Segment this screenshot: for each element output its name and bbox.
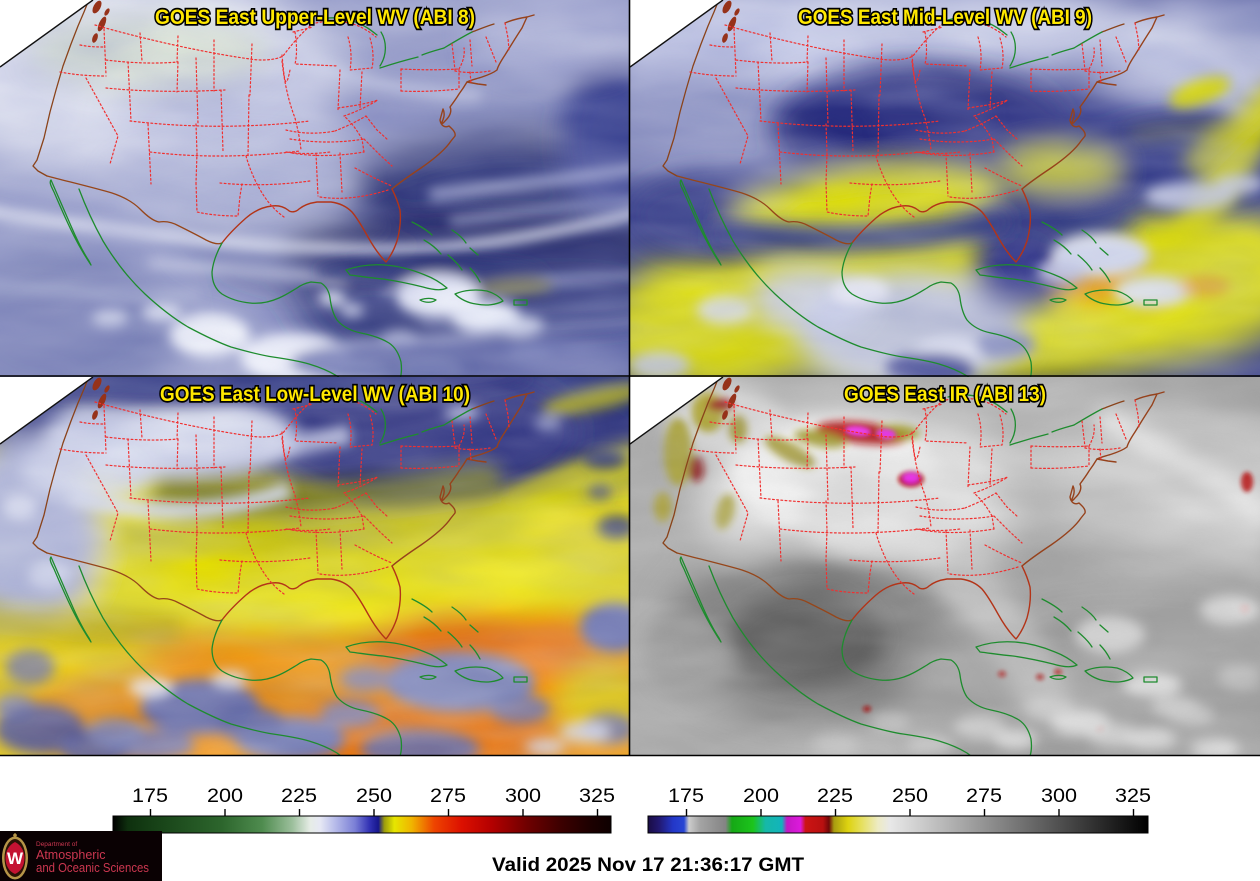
svg-text:175: 175 xyxy=(132,786,168,807)
svg-text:300: 300 xyxy=(1041,786,1077,807)
svg-text:275: 275 xyxy=(430,786,466,807)
svg-text:225: 225 xyxy=(817,786,853,807)
svg-text:225: 225 xyxy=(281,786,317,807)
svg-text:W: W xyxy=(7,849,24,868)
svg-text:250: 250 xyxy=(356,786,392,807)
svg-text:325: 325 xyxy=(579,786,615,807)
svg-text:Valid 2025 Nov 17 21:36:17 GMT: Valid 2025 Nov 17 21:36:17 GMT xyxy=(492,855,804,876)
svg-text:Department of: Department of xyxy=(36,841,77,848)
svg-text:GOES East IR (ABI 13): GOES East IR (ABI 13) xyxy=(844,383,1046,406)
svg-text:GOES East Low-Level WV (ABI 10: GOES East Low-Level WV (ABI 10) xyxy=(160,383,470,406)
svg-text:GOES East Mid-Level WV (ABI 9): GOES East Mid-Level WV (ABI 9) xyxy=(798,6,1092,29)
svg-text:200: 200 xyxy=(743,786,779,807)
svg-text:200: 200 xyxy=(207,786,243,807)
svg-text:175: 175 xyxy=(668,786,704,807)
svg-text:GOES East Upper-Level WV (ABI: GOES East Upper-Level WV (ABI 8) xyxy=(155,6,475,29)
svg-text:300: 300 xyxy=(505,786,541,807)
svg-text:250: 250 xyxy=(892,786,928,807)
svg-text:325: 325 xyxy=(1115,786,1151,807)
svg-text:Atmospheric: Atmospheric xyxy=(36,848,105,862)
svg-text:275: 275 xyxy=(966,786,1002,807)
svg-text:and Oceanic Sciences: and Oceanic Sciences xyxy=(36,861,149,875)
